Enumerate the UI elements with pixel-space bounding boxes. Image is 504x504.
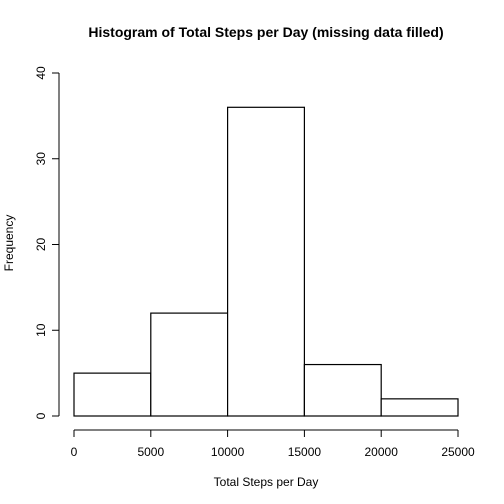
y-tick-label: 0 [34, 412, 48, 419]
histogram-bar-1 [151, 313, 228, 416]
x-axis: 0 5000 10000 15000 20000 25000 [71, 430, 475, 459]
chart-title: Histogram of Total Steps per Day (missin… [88, 24, 443, 40]
x-tick-label: 0 [71, 445, 78, 459]
x-tick-label: 20000 [365, 445, 399, 459]
y-tick-label: 40 [34, 66, 48, 80]
x-tick-label: 15000 [288, 445, 322, 459]
y-tick-label: 30 [34, 152, 48, 166]
bars-group [74, 107, 458, 416]
histogram-bar-0 [74, 373, 151, 416]
y-tick-label: 10 [34, 323, 48, 337]
y-axis-label: Frequency [2, 215, 16, 272]
histogram-bar-4 [381, 399, 458, 416]
x-tick-label: 5000 [137, 445, 164, 459]
x-tick-label: 10000 [211, 445, 245, 459]
histogram-bar-3 [304, 365, 381, 416]
y-axis: 0 10 20 30 40 [34, 66, 59, 419]
x-tick-label: 25000 [441, 445, 475, 459]
histogram-bar-2 [228, 107, 305, 416]
y-tick-label: 20 [34, 238, 48, 252]
x-axis-label: Total Steps per Day [214, 475, 319, 489]
